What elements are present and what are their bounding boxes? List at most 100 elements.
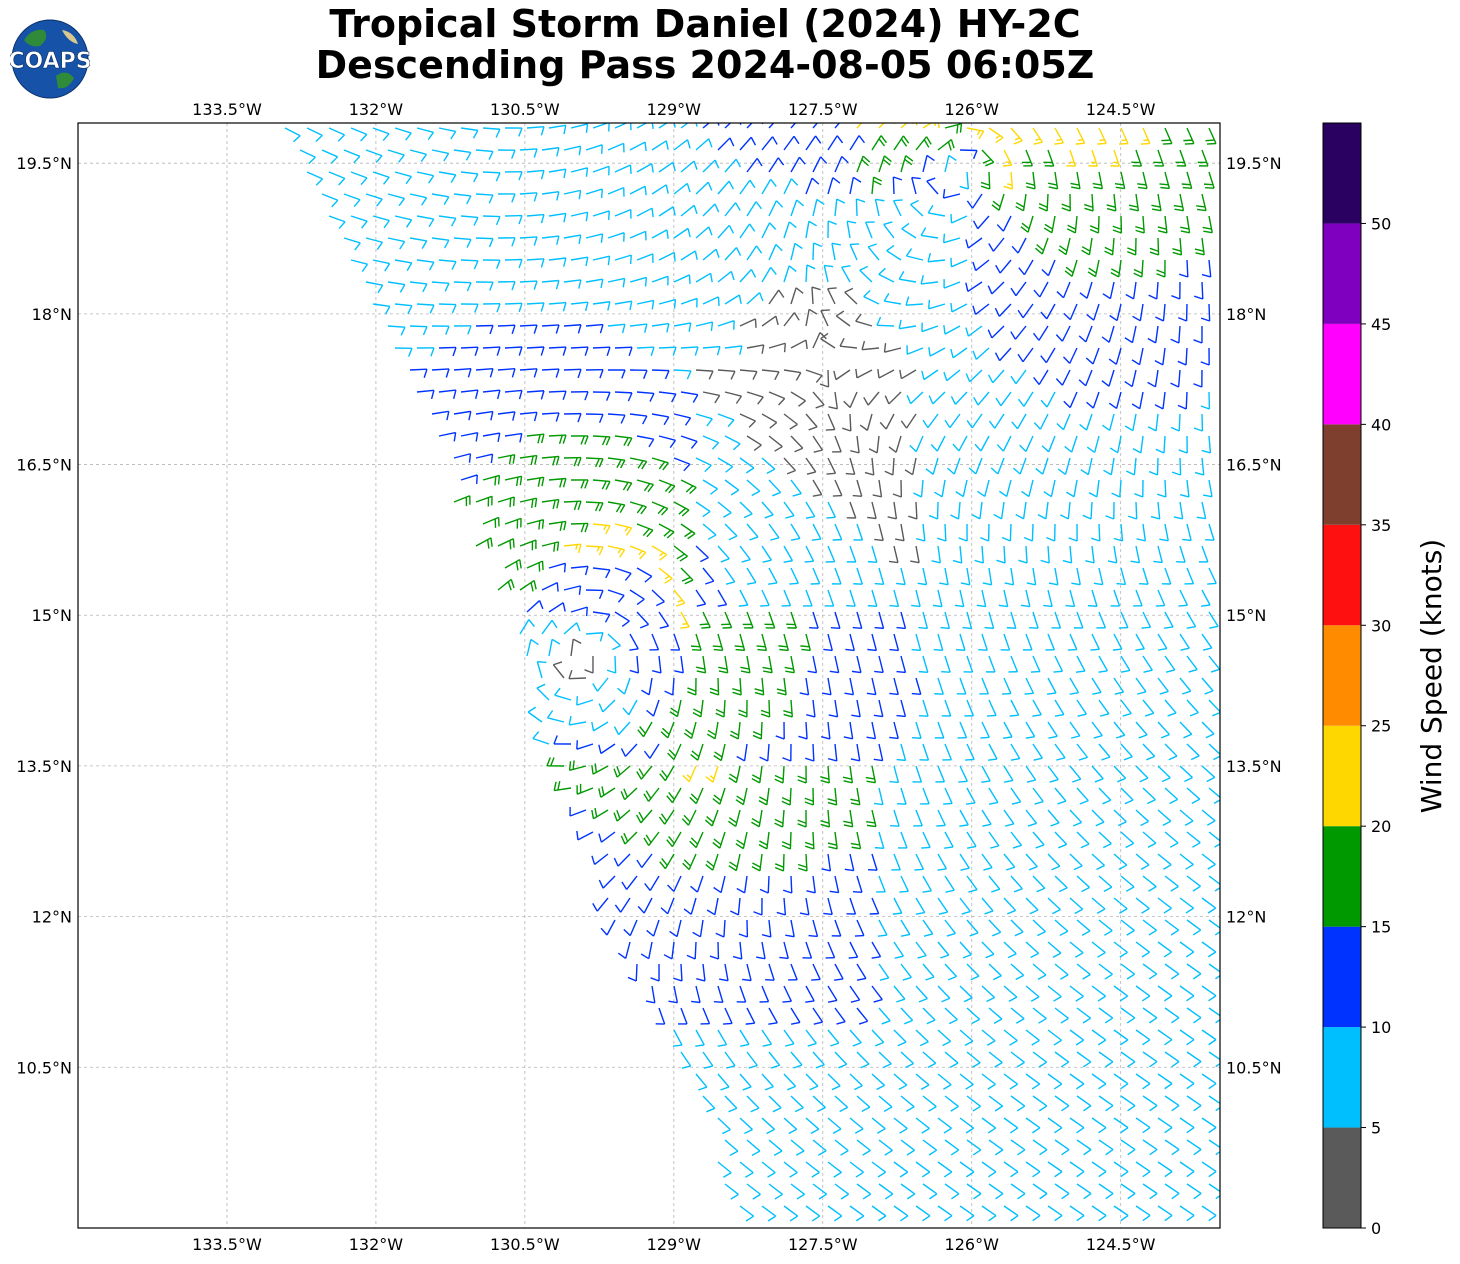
wind-barb (1025, 171, 1036, 190)
wind-barb (1010, 743, 1021, 761)
wind-barb (1141, 611, 1152, 629)
wind-barb (497, 193, 516, 203)
wind-barb (887, 501, 898, 520)
wind-barb (827, 1029, 840, 1047)
wind-barb (1047, 941, 1062, 958)
wind-barb (821, 853, 832, 872)
wind-barb (955, 633, 966, 651)
wind-barb (1003, 1117, 1019, 1134)
wind-barb (942, 189, 961, 199)
wind-barb (761, 1029, 773, 1047)
wind-barb (783, 1205, 799, 1222)
wind-barb (1069, 1205, 1085, 1222)
wind-barb (1142, 831, 1157, 849)
wind-barb (901, 222, 917, 239)
wind-barb (912, 765, 923, 783)
wind-barb (717, 589, 728, 607)
wind-barb (959, 149, 978, 160)
wind-barb (1113, 677, 1125, 695)
colorbar-bin (1323, 725, 1361, 827)
wind-barb (1124, 369, 1137, 388)
wind-barb (1054, 1139, 1070, 1156)
wind-barb (1110, 149, 1121, 167)
wind-barb (1157, 1029, 1173, 1046)
wind-barb (598, 743, 616, 755)
wind-barb (761, 369, 780, 381)
wind-barb (1179, 941, 1195, 958)
wind-barb (1186, 831, 1201, 848)
wind-barb (1025, 941, 1040, 959)
wind-barb (797, 809, 807, 828)
wind-barb (1098, 699, 1110, 717)
wind-barb (993, 501, 1005, 520)
wind-barb (1091, 941, 1106, 958)
wind-barb (1040, 545, 1050, 564)
wind-barb (724, 1139, 739, 1157)
wind-barb (686, 941, 697, 960)
wind-barb (1080, 457, 1093, 476)
wind-barb (937, 853, 947, 871)
wind-barb (1056, 413, 1071, 431)
wind-barb (702, 203, 720, 217)
wind-barb (1142, 655, 1153, 673)
wind-barb (1181, 171, 1193, 190)
wind-barb (736, 985, 747, 1003)
wind-barb (689, 787, 704, 805)
wind-barb (893, 1161, 909, 1178)
wind-barb (1025, 1117, 1041, 1134)
wind-barb (497, 149, 516, 159)
wind-barb (475, 149, 494, 160)
wind-barb (856, 1007, 869, 1025)
wind-barb (812, 435, 824, 453)
wind-barb (453, 325, 472, 335)
wind-barb (1164, 1051, 1180, 1068)
wind-barb (1113, 765, 1127, 783)
wind-barb (568, 760, 587, 771)
wind-barb (1142, 699, 1155, 717)
wind-barb (746, 1095, 760, 1113)
wind-barb (898, 319, 917, 330)
wind-barb (900, 413, 917, 429)
wind-barb (972, 215, 990, 230)
wind-barb (844, 287, 858, 305)
wind-barb (863, 391, 880, 406)
wind-barb (607, 369, 626, 379)
wind-barb (937, 138, 955, 151)
wind-barb (592, 677, 609, 692)
wind-barb (1202, 215, 1213, 234)
wind-barb (1088, 479, 1100, 498)
wind-barb (1135, 809, 1150, 827)
wind-barb (783, 265, 797, 283)
wind-barb (1103, 457, 1115, 476)
wind-barb (1017, 391, 1034, 407)
wind-barb (784, 655, 795, 674)
wind-barb (541, 190, 560, 201)
wind-barb (1116, 567, 1127, 586)
wind-barb (987, 369, 1005, 384)
wind-barb (922, 1007, 936, 1025)
wind-barb (943, 325, 961, 335)
wind-barb (1054, 831, 1068, 849)
wind-barb (738, 699, 748, 718)
wind-barb (774, 809, 785, 828)
wind-barb (760, 589, 770, 607)
wind-barb (950, 501, 961, 520)
wind-barb (717, 1029, 728, 1047)
wind-barb (482, 259, 501, 269)
wind-barb (1076, 1139, 1092, 1156)
wind-barb (856, 1051, 870, 1069)
wind-barb (1194, 457, 1205, 476)
wind-barb (1197, 149, 1209, 167)
wind-barb (988, 237, 1005, 252)
wind-barb (1179, 259, 1189, 278)
wind-barb (988, 787, 999, 805)
wind-barb (570, 167, 589, 177)
wind-barb (909, 435, 924, 453)
wind-barb (1157, 1161, 1173, 1178)
wind-barb (844, 853, 855, 872)
wind-barb (394, 347, 413, 357)
wind-barb (849, 135, 866, 151)
wind-barb (1201, 1205, 1217, 1222)
wind-barb (1201, 1073, 1217, 1090)
wind-barb (372, 259, 391, 272)
